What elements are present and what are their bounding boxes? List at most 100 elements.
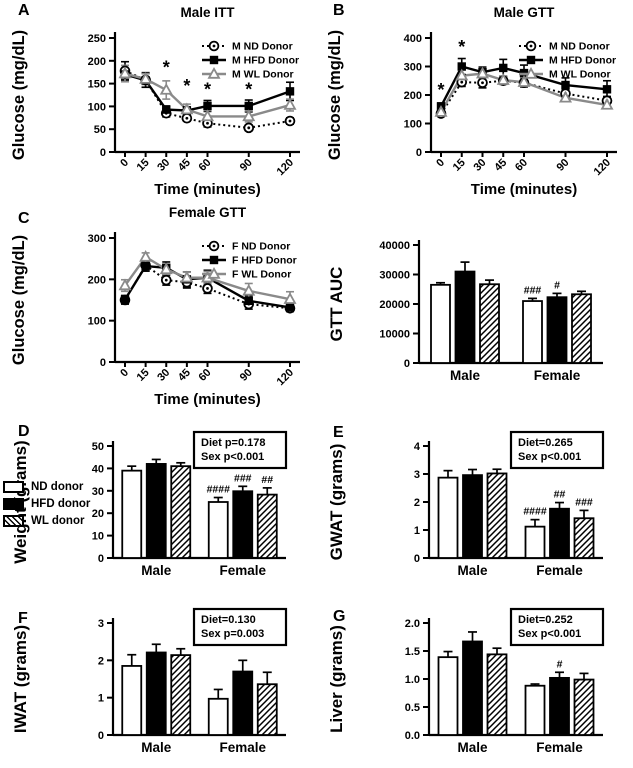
svg-text:90: 90: [238, 367, 255, 384]
svg-text:200: 200: [404, 90, 422, 102]
svg-text:45: 45: [492, 157, 509, 174]
significance-star: *: [163, 58, 170, 78]
bar: [256, 493, 278, 559]
category-label: Female: [536, 740, 583, 755]
bar: [486, 472, 508, 559]
panel-letter-b: B: [333, 2, 345, 19]
svg-text:300: 300: [88, 233, 106, 245]
legend-entry: M WL Donor: [232, 69, 294, 81]
legend-entry: M HFD Donor: [549, 55, 616, 67]
svg-text:2: 2: [98, 655, 104, 667]
category-label: Male: [450, 368, 481, 383]
category-label: Male: [457, 563, 488, 578]
svg-text:30: 30: [92, 486, 104, 498]
bar: [145, 651, 167, 736]
svg-text:100: 100: [88, 316, 106, 328]
significance-hash: ##: [261, 474, 273, 486]
panel-e: GWAT (grams) 0 1 2 3 4 #### ## ### Male Female Diet…: [316, 410, 633, 595]
svg-text:120: 120: [592, 157, 613, 178]
significance-hash: ####: [523, 506, 547, 518]
svg-text:10000: 10000: [379, 329, 410, 341]
stats-line: Sex p=0.003: [201, 628, 264, 640]
svg-text:250: 250: [88, 33, 106, 45]
svg-text:0: 0: [118, 157, 131, 170]
svg-text:1: 1: [98, 693, 104, 705]
category-label: Male: [141, 563, 172, 578]
legend-item-wl-donor: WL donor: [3, 515, 90, 527]
category-label: Female: [534, 368, 581, 383]
bar: [121, 469, 143, 559]
bar: [121, 665, 143, 736]
svg-text:1: 1: [414, 525, 420, 537]
svg-text:20000: 20000: [379, 299, 410, 311]
x-axis-label: Time (minutes): [154, 391, 260, 408]
bar: [524, 525, 546, 559]
panel-c: Female GTT Glucose (mg/dL) Time (minutes) 0…: [0, 200, 316, 410]
svg-text:20: 20: [92, 508, 104, 520]
bar: [462, 474, 483, 559]
stats-box: [192, 607, 288, 647]
bar: [549, 676, 570, 736]
legend-entry: M HFD Donor: [232, 55, 299, 67]
significance-hash: ##: [554, 489, 566, 501]
panel-letter-c: C: [18, 210, 30, 227]
bar: [524, 684, 546, 736]
svg-text:50: 50: [94, 124, 106, 136]
stats-box: [509, 430, 605, 470]
panel-letter-a: A: [18, 2, 30, 19]
svg-text:2: 2: [414, 497, 420, 509]
gtt-auc-chart: GTT AUC 0 10000 20000 30000 40000 ### # Male Fema…: [316, 200, 633, 410]
wl-donor-swatch-icon: [3, 515, 24, 527]
y-axis-label: Liver (grams): [327, 625, 346, 733]
svg-text:0: 0: [416, 147, 422, 159]
x-axis-label: Time (minutes): [154, 181, 260, 198]
panel-d: Weight (grams) 0 10 20 30 40 50 #### ### ## Male Fe…: [0, 410, 316, 595]
significance-hash: ###: [575, 496, 593, 508]
bar: [462, 640, 483, 736]
panel-gtt-auc: GTT AUC 0 10000 20000 30000 40000 ### # Male Fema…: [316, 200, 633, 410]
svg-text:0.0: 0.0: [405, 730, 420, 742]
bar: [145, 463, 167, 559]
svg-text:0: 0: [100, 147, 106, 159]
significance-star: *: [458, 37, 465, 57]
chart-title: Female GTT: [169, 205, 247, 220]
svg-text:30000: 30000: [379, 270, 410, 282]
significance-hash: ###: [234, 472, 252, 484]
y-axis-label: Glucose (mg/dL): [10, 235, 28, 365]
significance-hash: #: [554, 279, 560, 291]
legend-label: WL donor: [31, 515, 85, 527]
stats-line: Diet=0.265: [518, 437, 573, 449]
svg-text:100: 100: [88, 101, 106, 113]
panel-f-chart: IWAT (grams) 0 1 2 3 Male Female Diet=0.130 Sex …: [0, 595, 316, 768]
svg-text:120: 120: [275, 367, 296, 388]
svg-text:60: 60: [513, 157, 530, 174]
svg-text:200: 200: [88, 274, 106, 286]
panel-letter-d: D: [18, 423, 30, 440]
significance-hash: ####: [207, 484, 231, 496]
panel-c-chart: Female GTT Glucose (mg/dL) Time (minutes) 0…: [0, 200, 316, 410]
svg-text:0: 0: [98, 730, 104, 742]
svg-text:150: 150: [88, 79, 106, 91]
stats-line: Sex p<0.001: [201, 451, 264, 463]
stats-line: Diet p=0.178: [201, 437, 266, 449]
svg-text:45: 45: [176, 367, 193, 384]
svg-text:30: 30: [471, 157, 488, 174]
svg-text:40: 40: [92, 463, 104, 475]
svg-text:50: 50: [92, 441, 104, 453]
category-label: Male: [457, 740, 488, 755]
bar: [571, 293, 592, 364]
legend-label: ND donor: [31, 481, 84, 493]
svg-text:1.0: 1.0: [405, 674, 420, 686]
significance-hash: #: [557, 658, 563, 670]
stats-box: [509, 607, 605, 647]
panel-b-chart: Male GTT Glucose (mg/dL) Time (minutes) 0 10…: [316, 0, 633, 200]
significance-hash: ###: [524, 284, 542, 296]
y-axis-label: Glucose (mg/dL): [10, 30, 28, 160]
bar: [549, 507, 570, 559]
bar: [430, 283, 451, 364]
panel-b: Male GTT Glucose (mg/dL) Time (minutes) 0 10…: [316, 0, 633, 200]
bar: [546, 296, 568, 364]
svg-text:30: 30: [155, 157, 172, 174]
